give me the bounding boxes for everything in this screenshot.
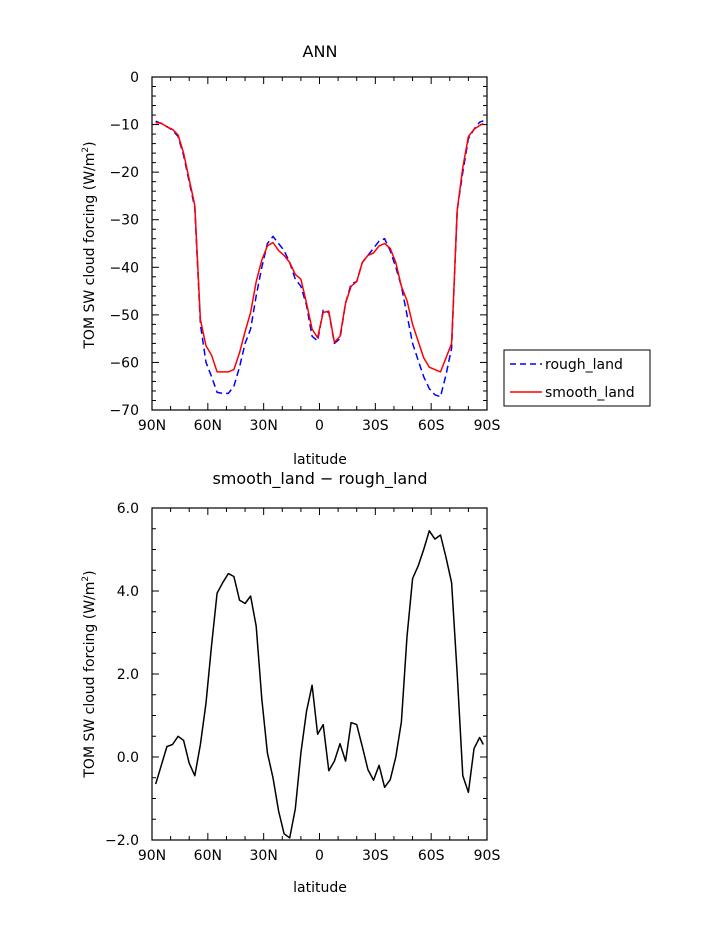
- legend-label-smooth-land: smooth_land: [545, 385, 635, 401]
- x-axis-label: latitude: [293, 880, 347, 896]
- legend: rough_land smooth_land: [503, 349, 651, 407]
- y-tick-label: −70: [109, 403, 139, 419]
- y-tick-label: −20: [109, 165, 139, 181]
- legend-box: [503, 349, 651, 407]
- annual-chart: ANN 90N 60N 30N 0 30S 60S 90S 0 −10 −20 −30 −40 −50 −…: [81, 42, 500, 468]
- x-tick-label: 90N: [138, 848, 166, 864]
- y-tick-label: −30: [109, 213, 139, 229]
- y-axis-label-exponent: 2: [81, 576, 91, 582]
- chart-title: smooth_land − rough_land: [212, 469, 427, 489]
- x-tick-label: 30S: [362, 418, 389, 434]
- y-tick-label: −2.0: [105, 833, 139, 849]
- x-tick-label: 60S: [418, 848, 445, 864]
- y-tick-label: 4.0: [117, 584, 139, 600]
- x-tick-label: 0: [315, 418, 324, 434]
- y-tick-label: 6.0: [117, 501, 139, 517]
- x-tick-label: 60N: [194, 848, 222, 864]
- legend-label-rough-land: rough_land: [545, 357, 623, 373]
- y-tick-label: −50: [109, 308, 139, 324]
- x-tick-label: 90S: [474, 848, 501, 864]
- x-tick-label: 60S: [418, 418, 445, 434]
- x-tick-label: 90N: [138, 418, 166, 434]
- y-axis-label-close: ): [82, 141, 98, 146]
- y-axis-label-text: TOM SW cloud forcing (W/m: [82, 582, 98, 779]
- y-axis-label-close: ): [82, 570, 98, 575]
- plot-frame: [151, 76, 488, 411]
- y-tick-label: −60: [109, 355, 139, 371]
- x-tick-label: 60N: [194, 418, 222, 434]
- x-tick-label: 30S: [362, 848, 389, 864]
- y-tick-label: 2.0: [117, 667, 139, 683]
- x-tick-label: 30N: [250, 848, 278, 864]
- y-axis-label: TOM SW cloud forcing (W/m2): [81, 141, 98, 349]
- series-line-smooth-land: [155, 121, 484, 373]
- x-axis-label: latitude: [293, 452, 347, 468]
- y-tick-label: −40: [109, 260, 139, 276]
- x-tick-label: 0: [315, 848, 324, 864]
- y-tick-label: 0.0: [117, 750, 139, 766]
- series-line-rough-land: [155, 120, 484, 398]
- x-tick-label: 90S: [474, 418, 501, 434]
- series-line-difference: [154, 530, 484, 839]
- y-axis-label: TOM SW cloud forcing (W/m2): [81, 570, 98, 778]
- y-axis-label-text: TOM SW cloud forcing (W/m: [82, 153, 98, 350]
- y-tick-label: −10: [109, 118, 139, 134]
- y-tick-label: 0: [130, 70, 139, 86]
- plot-frame: [151, 507, 488, 841]
- x-tick-label: 30N: [250, 418, 278, 434]
- y-axis-label-exponent: 2: [81, 147, 91, 153]
- chart-title: ANN: [303, 42, 338, 61]
- difference-chart: smooth_land − rough_land 90N 60N 30N 0 30S 60…: [81, 469, 500, 896]
